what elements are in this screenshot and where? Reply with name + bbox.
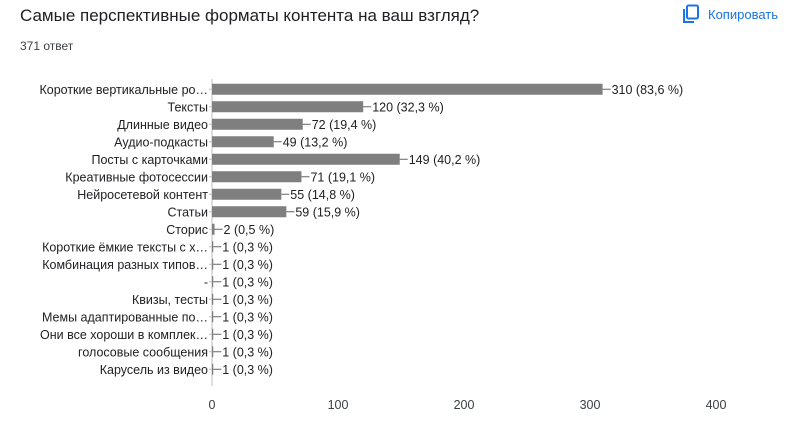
bar xyxy=(212,101,364,113)
data-label: 1 (0,3 %) xyxy=(222,363,273,377)
data-label: 1 (0,3 %) xyxy=(222,293,273,307)
bar xyxy=(212,136,274,148)
copy-button[interactable]: Копировать xyxy=(682,3,778,25)
category-label: Креативные фотосессии xyxy=(65,170,208,184)
bar xyxy=(212,153,400,165)
copy-button-label: Копировать xyxy=(708,6,778,22)
category-label: Нейросетевой контент xyxy=(77,188,208,202)
data-label: 1 (0,3 %) xyxy=(222,275,273,289)
data-label: 71 (19,1 %) xyxy=(310,170,375,184)
category-label: Статьи xyxy=(167,205,208,219)
bar xyxy=(212,241,214,253)
category-label: Посты с карточками xyxy=(91,153,208,167)
data-label: 310 (83,6 %) xyxy=(612,83,684,97)
category-label: Мемы адаптированные по… xyxy=(42,310,208,324)
bar xyxy=(212,188,282,200)
question-title: Самые перспективные форматы контента на … xyxy=(20,6,480,25)
data-label: 55 (14,8 %) xyxy=(290,188,355,202)
data-label: 149 (40,2 %) xyxy=(409,153,481,167)
category-label: Они все хороши в комплек… xyxy=(40,328,208,342)
category-label: Короткие ёмкие тексты с х… xyxy=(42,240,208,254)
bar xyxy=(212,206,287,218)
x-tick-label: 300 xyxy=(580,398,601,412)
bar xyxy=(212,83,603,95)
bar xyxy=(212,276,214,288)
category-label: - xyxy=(204,275,208,289)
data-label: 1 (0,3 %) xyxy=(222,310,273,324)
bar xyxy=(212,258,214,270)
data-label: 120 (32,3 %) xyxy=(372,100,444,114)
category-label: Комбинация разных типов… xyxy=(42,258,208,272)
category-label: Квизы, тесты xyxy=(132,293,208,307)
bar xyxy=(212,346,214,358)
bar xyxy=(212,363,214,375)
response-count: 371 ответ xyxy=(20,39,74,53)
category-label: Карусель из видео xyxy=(100,363,208,377)
data-label: 59 (15,9 %) xyxy=(295,205,360,219)
bar xyxy=(212,328,214,340)
bar xyxy=(212,223,215,235)
data-label: 1 (0,3 %) xyxy=(222,328,273,342)
x-tick-label: 200 xyxy=(454,398,475,412)
x-tick-label: 400 xyxy=(706,398,727,412)
data-label: 1 (0,3 %) xyxy=(222,345,273,359)
x-tick-label: 0 xyxy=(209,398,216,412)
copy-icon xyxy=(682,4,700,24)
bar xyxy=(212,293,214,305)
bar xyxy=(212,311,214,323)
x-tick-label: 100 xyxy=(328,398,349,412)
bar xyxy=(212,171,302,183)
category-label: голосовые сообщения xyxy=(78,345,208,359)
category-label: Длинные видео xyxy=(117,118,208,132)
data-label: 49 (13,2 %) xyxy=(283,135,348,149)
data-label: 72 (19,4 %) xyxy=(312,118,377,132)
category-label: Сторис xyxy=(166,223,208,237)
data-label: 1 (0,3 %) xyxy=(222,258,273,272)
category-label: Короткие вертикальные ро… xyxy=(39,83,208,97)
data-label: 2 (0,5 %) xyxy=(224,223,275,237)
bar xyxy=(212,118,303,130)
category-label: Аудио-подкасты xyxy=(114,135,208,149)
category-label: Тексты xyxy=(168,100,208,114)
data-label: 1 (0,3 %) xyxy=(222,240,273,254)
